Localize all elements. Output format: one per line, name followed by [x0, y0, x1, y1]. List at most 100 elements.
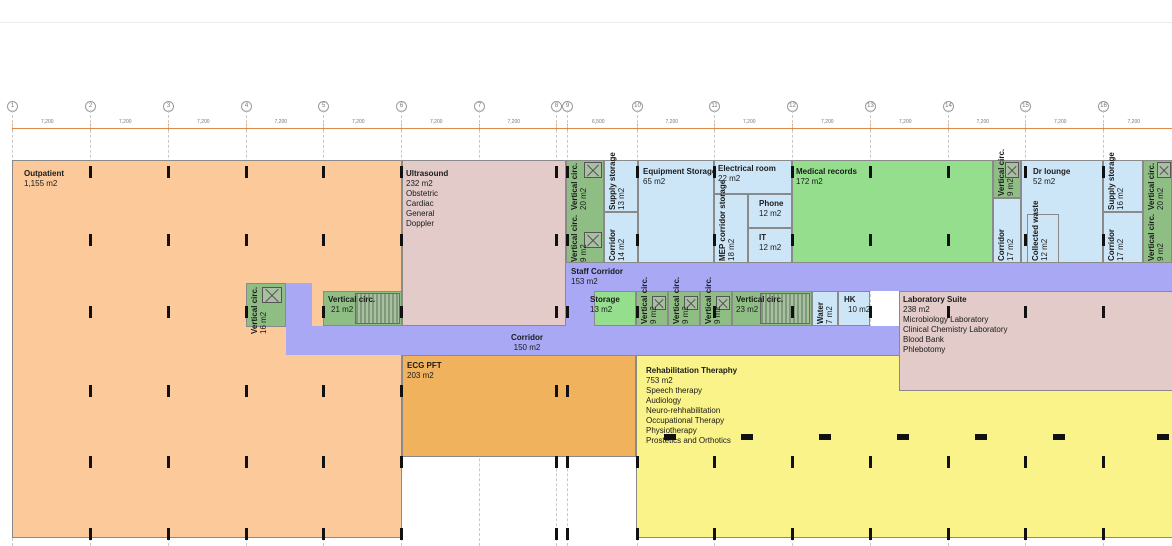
- column: [245, 306, 248, 318]
- column: [1024, 528, 1027, 540]
- column: [869, 166, 872, 178]
- lift-top1: [584, 162, 602, 178]
- column: [555, 306, 558, 318]
- dimension-text: 7,200: [743, 119, 756, 125]
- label-vc-top3: Vertical circ. 9 m2: [997, 148, 1015, 196]
- room-corridor-17a[interactable]: [993, 198, 1021, 263]
- dimension-text: 7,200: [430, 119, 443, 125]
- room-water[interactable]: [812, 291, 838, 326]
- room-lab[interactable]: [899, 291, 1172, 391]
- dimension-text: 7,200: [507, 119, 521, 125]
- label-supply-1: Supply storage 13 m2: [608, 152, 626, 210]
- dimension-text: 7,200: [197, 119, 210, 125]
- column: [713, 306, 716, 318]
- column: [322, 166, 325, 178]
- room-phone[interactable]: [748, 194, 792, 228]
- room-supply-storage-2[interactable]: [1103, 160, 1143, 212]
- stair-s4: [760, 293, 810, 324]
- label-dr-lounge: Dr lounge 52 m2: [1033, 167, 1071, 186]
- column: [869, 306, 872, 318]
- column: [566, 234, 569, 246]
- column: [947, 528, 950, 540]
- room-medical-records[interactable]: [792, 160, 993, 263]
- label-ecg: ECG PFT 203 m2: [407, 361, 442, 380]
- lift-left: [262, 287, 282, 303]
- dimension-text: 7,200: [899, 119, 912, 125]
- label-corridor-17a: Corridor 17 m2: [997, 229, 1015, 261]
- column: [400, 306, 403, 318]
- column: [947, 166, 950, 178]
- column: [1024, 306, 1027, 318]
- column: [566, 166, 569, 178]
- column: [555, 528, 558, 540]
- label-vc-top4: Vertical circ. 20 m2: [1147, 162, 1165, 210]
- column: [869, 234, 872, 246]
- column: [167, 234, 170, 246]
- column: [322, 234, 325, 246]
- column: [636, 306, 639, 318]
- label-vc-s1: Vertical circ. 9 m2: [640, 276, 658, 324]
- label-staff-corridor: Staff Corridor 153 m2: [571, 267, 623, 286]
- column: [555, 234, 558, 246]
- column: [947, 306, 950, 318]
- label-medical-records: Medical records 172 m2: [796, 167, 857, 186]
- column: [897, 434, 909, 440]
- column: [89, 385, 92, 397]
- room-supply-storage-1[interactable]: [604, 160, 638, 212]
- room-corridor-14[interactable]: [604, 212, 638, 263]
- column: [664, 434, 676, 440]
- column: [167, 166, 170, 178]
- room-ecg[interactable]: [402, 355, 636, 457]
- label-vc-s4: Vertical circ. 23 m2: [736, 295, 784, 314]
- column: [636, 528, 639, 540]
- column: [636, 456, 639, 468]
- label-corridor-17b: Corridor 17 m2: [1107, 229, 1125, 261]
- column: [245, 385, 248, 397]
- label-outpatient: Outpatient 1,155 m2: [24, 169, 64, 188]
- room-ultrasound[interactable]: [402, 160, 566, 326]
- column: [713, 528, 716, 540]
- label-supply-2: Supply storage 16 m2: [1107, 152, 1125, 210]
- room-corridor-main[interactable]: [286, 326, 899, 355]
- room-equipment-storage[interactable]: [638, 160, 714, 263]
- column: [167, 306, 170, 318]
- column: [791, 528, 794, 540]
- column: [713, 234, 716, 246]
- column: [566, 385, 569, 397]
- column: [89, 306, 92, 318]
- label-rehab: Rehabilitation Theraphy 753 m2 Speech ther…: [646, 366, 738, 445]
- column: [636, 166, 639, 178]
- column: [400, 234, 403, 246]
- dimension-text: 7,200: [41, 119, 54, 125]
- dimension-text: 7,200: [976, 119, 990, 125]
- column: [1102, 234, 1105, 246]
- column: [947, 456, 950, 468]
- dimension-text: 7,200: [1054, 119, 1067, 125]
- column: [1024, 234, 1027, 246]
- label-collected-waste: Collected waste 12 m2: [1031, 200, 1049, 261]
- label-vc-top1: Vertical circ. 20 m2: [570, 162, 588, 210]
- room-electrical[interactable]: [714, 160, 792, 194]
- dimension-text: 7,200: [119, 119, 132, 125]
- column: [819, 434, 831, 440]
- lift-s1: [652, 296, 666, 310]
- room-storage[interactable]: [594, 291, 636, 326]
- column: [400, 385, 403, 397]
- label-vc-top2: Vertical circ. 9 m2: [570, 214, 588, 262]
- room-staff-corridor[interactable]: [566, 263, 1172, 291]
- room-staff-corridor-link[interactable]: [566, 263, 594, 326]
- room-mep-storage[interactable]: [714, 194, 748, 263]
- lift-s3: [716, 296, 730, 310]
- column: [245, 234, 248, 246]
- column: [791, 234, 794, 246]
- label-lab: Laboratory Suite 238 m2 Microbiology Labor…: [903, 295, 1008, 354]
- dimension-line: [12, 128, 1172, 129]
- column: [89, 456, 92, 468]
- label-vc-s2: Vertical circ. 9 m2: [672, 276, 690, 324]
- label-it: IT 12 m2: [759, 233, 782, 252]
- room-collected-waste[interactable]: [1027, 214, 1059, 263]
- column: [245, 528, 248, 540]
- lift-s2: [684, 296, 698, 310]
- lift-top3: [1005, 162, 1019, 178]
- column: [400, 528, 403, 540]
